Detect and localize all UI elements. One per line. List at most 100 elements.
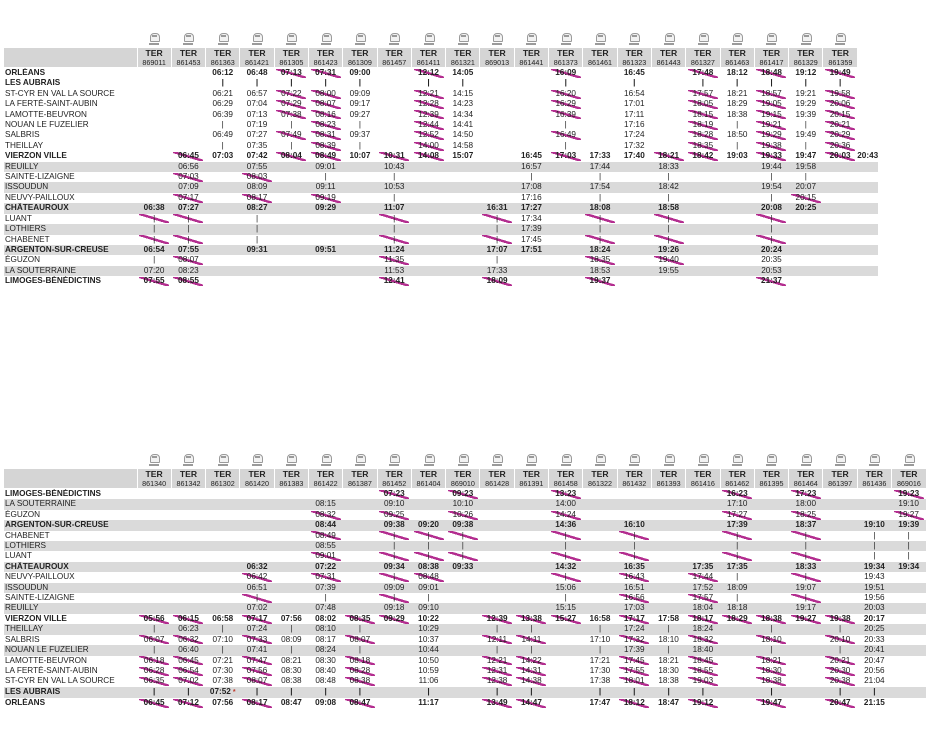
time-cell-cancelled: 08:47 <box>342 698 378 709</box>
time-cell-cancelled: 12:31 <box>479 665 515 677</box>
time-cell <box>342 244 378 256</box>
time-cell-cancelled: | <box>342 686 378 699</box>
time-cell-cancelled: 16:29 <box>548 99 583 110</box>
train-icon <box>629 453 641 466</box>
time-cell-cancelled: 16:43 <box>617 572 652 583</box>
time-cell <box>822 224 858 235</box>
time-cell: 17:34 <box>521 213 542 223</box>
time-cell-cancelled: 12:52 <box>411 130 446 141</box>
time-cell-cancelled: 17:10 <box>720 499 755 510</box>
time-cell <box>685 541 721 552</box>
time-cell-cancelled: 12:21 <box>411 88 446 100</box>
time-cell <box>205 499 240 510</box>
station-row: REUILLY 07:02 07:48 09:18 09:10 15:15 17:03 18:… <box>4 603 926 614</box>
time-cell: | <box>804 78 807 88</box>
time-cell <box>206 593 240 603</box>
time-cell <box>891 624 926 635</box>
time-cell-cancelled: 19:15 <box>754 109 789 121</box>
time-cell <box>754 582 789 594</box>
train-icon <box>217 32 229 45</box>
time-cell-cancelled: 08:17 <box>239 192 275 204</box>
time-cell-cancelled: 16:10 <box>617 520 652 531</box>
time-cell <box>240 276 274 286</box>
time-cell: 18:30 <box>658 665 679 675</box>
time-cell-cancelled: 18:45 <box>685 655 721 666</box>
time-cell <box>205 224 240 235</box>
time-cell: 10:37 <box>418 634 439 644</box>
time-cell-cancelled: 18:32 <box>685 634 721 646</box>
time-cell <box>480 89 514 99</box>
time-cell <box>206 510 240 520</box>
train-icon <box>526 453 538 466</box>
time-cell <box>274 499 309 510</box>
time-cell-cancelled: 07:49 <box>274 130 309 141</box>
time-cell <box>171 572 205 582</box>
time-cell <box>548 686 583 699</box>
time-cell: 18:21 <box>726 88 748 98</box>
time-cell-cancelled: | <box>239 593 275 604</box>
time-cell-cancelled: | <box>754 686 789 699</box>
time-cell <box>823 255 857 265</box>
time-cell-cancelled: 18:38 <box>754 676 789 687</box>
time-cell-cancelled: 16:39 <box>548 109 583 121</box>
time-cell-cancelled: 14:32 <box>548 561 583 573</box>
time-cell <box>274 203 309 214</box>
train-icon <box>800 32 812 45</box>
time-cell <box>343 510 377 520</box>
time-cell: | <box>427 593 430 603</box>
time-cell-cancelled: 19:21 <box>754 120 789 131</box>
station-name: REUILLY <box>4 603 137 614</box>
time-cell <box>788 244 823 256</box>
time-cell-cancelled: | <box>377 541 412 552</box>
time-cell: 14:34 <box>452 109 474 119</box>
train-number: 869011 <box>136 58 172 68</box>
time-cell-cancelled: | <box>342 645 378 656</box>
train-type-label: TER <box>719 469 755 479</box>
train-icon-cell <box>686 447 720 469</box>
time-cell <box>582 520 618 531</box>
station-name: LOTHIERS <box>4 224 137 235</box>
train-number: 861420 <box>239 479 275 489</box>
time-cell: 20:35 <box>761 255 782 265</box>
time-cell: | <box>582 645 618 656</box>
time-cell <box>377 656 411 666</box>
time-cell-cancelled: 06:40 <box>171 645 206 656</box>
time-cell <box>274 224 309 235</box>
time-cell-cancelled: 19:58 <box>788 161 823 173</box>
time-cell-cancelled: 07:31 <box>308 67 343 79</box>
time-cell-cancelled: 08:23 <box>308 120 343 131</box>
time-cell <box>171 603 206 614</box>
time-cell-cancelled: 18:08 <box>582 203 618 214</box>
time-cell <box>206 531 240 541</box>
time-cell-cancelled: 07:29 <box>274 99 309 110</box>
time-cell <box>240 510 274 520</box>
time-cell-cancelled: 18:04 <box>685 603 721 614</box>
time-cell-cancelled: 17:45 <box>617 655 652 666</box>
time-cell: 19:43 <box>864 572 885 582</box>
train-icon <box>697 453 709 466</box>
time-cell-cancelled: 07:17 <box>171 192 206 204</box>
train-number: 861458 <box>548 479 583 489</box>
time-cell: | <box>205 624 240 635</box>
time-cell <box>651 593 685 603</box>
train-type-label: TER <box>582 469 618 479</box>
time-cell-cancelled: 06:45 <box>137 698 172 709</box>
time-cell <box>617 182 652 193</box>
station-row: LOTHIERS | | | | | 17:39 | | | <box>4 224 879 235</box>
time-cell <box>754 541 789 552</box>
train-type-label: TER <box>616 469 652 479</box>
time-cell <box>480 531 514 541</box>
train-type-label: TER <box>136 48 172 58</box>
time-cell: 16:45 <box>520 151 542 161</box>
time-cell <box>137 161 172 173</box>
time-cell <box>789 635 823 645</box>
time-cell-cancelled: 19:47 <box>754 698 789 709</box>
time-cell: 07:56 <box>280 613 302 623</box>
time-cell-cancelled: 08:07 <box>342 634 378 646</box>
time-cell <box>445 265 480 277</box>
time-cell <box>308 224 343 235</box>
train-icon-cell <box>343 26 377 48</box>
train-type-label: TER <box>445 48 480 58</box>
time-cell <box>686 255 720 265</box>
time-cell-cancelled: | <box>479 686 515 699</box>
